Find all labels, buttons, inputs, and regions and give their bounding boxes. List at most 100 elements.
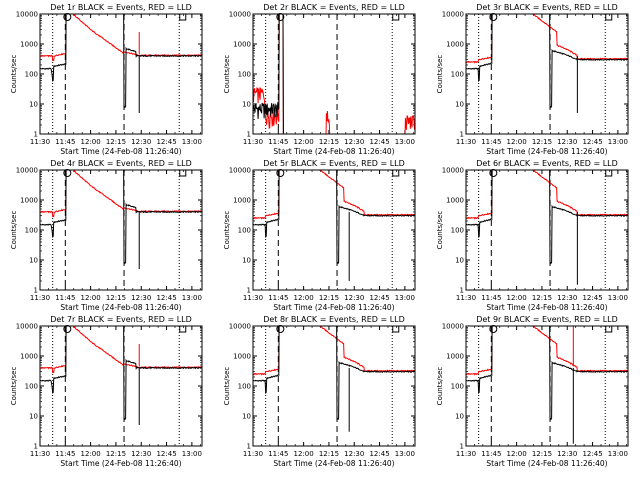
lld-series-line <box>253 326 415 376</box>
x-tick-label: 12:15 <box>319 450 339 458</box>
plot-frame <box>39 325 203 447</box>
y-tick-label: 1000 <box>446 197 464 205</box>
x-tick-label: 12:30 <box>131 450 151 458</box>
y-axis-label: Counts/sec <box>223 367 231 406</box>
x-tick-label: 11:30 <box>456 450 476 458</box>
x-tick-label: 12:00 <box>507 294 527 302</box>
y-tick-label: 1 <box>34 131 38 139</box>
square-marker <box>392 13 400 21</box>
x-tick-label: 12:45 <box>369 138 389 146</box>
x-tick-label: 13:00 <box>182 138 202 146</box>
y-tick-label: 100 <box>25 383 38 391</box>
y-tick-label: 100 <box>238 227 251 235</box>
plot-area <box>40 14 202 134</box>
panel-title: Det 1r BLACK = Events, RED = LLD <box>50 3 192 12</box>
events-series-line <box>466 14 628 109</box>
x-tick-label: 12:45 <box>582 450 602 458</box>
panel-det-2r: Det 2r BLACK = Events, RED = LLD Start Ti… <box>223 3 416 156</box>
x-tick-label: 11:45 <box>55 450 75 458</box>
y-tick-label: 1 <box>34 443 38 451</box>
events-series-line <box>466 170 628 265</box>
panel-det-6r: Det 6r BLACK = Events, RED = LLD Start Ti… <box>436 159 629 312</box>
square-marker <box>605 169 613 177</box>
lld-series-line <box>466 326 628 376</box>
x-tick-label: 12:00 <box>507 450 527 458</box>
x-tick-label: 12:30 <box>557 450 577 458</box>
x-tick-label: 13:00 <box>395 138 415 146</box>
lld-series-line <box>253 170 415 220</box>
panel-det-4r: Det 4r BLACK = Events, RED = LLD Start Ti… <box>10 159 203 312</box>
lld-series-line <box>253 14 415 134</box>
y-tick-label: 1000 <box>20 41 38 49</box>
plot-area <box>253 326 415 446</box>
lld-series-line <box>40 326 202 374</box>
y-tick-label: 1000 <box>446 353 464 361</box>
y-tick-label: 10 <box>29 413 38 421</box>
events-series-line <box>466 326 628 421</box>
x-axis-label: Start Time (24-Feb-08 11:26:40) <box>60 147 181 156</box>
x-tick-label: 12:00 <box>294 294 314 302</box>
x-tick-label: 13:00 <box>608 450 628 458</box>
square-marker <box>392 325 400 333</box>
x-tick-label: 12:00 <box>81 138 101 146</box>
x-tick-label: 12:15 <box>319 294 339 302</box>
x-tick-label: 11:30 <box>30 450 50 458</box>
y-axis-label: Counts/sec <box>436 211 444 250</box>
y-tick-label: 10 <box>455 413 464 421</box>
panel-det-7r: Det 7r BLACK = Events, RED = LLD Start Ti… <box>10 315 203 468</box>
x-tick-label: 11:45 <box>481 138 501 146</box>
x-axis-label: Start Time (24-Feb-08 11:26:40) <box>486 147 607 156</box>
lld-series-line <box>466 170 628 220</box>
x-tick-label: 11:45 <box>268 138 288 146</box>
y-tick-label: 10 <box>242 257 251 265</box>
y-tick-label: 1 <box>247 287 251 295</box>
y-tick-label: 10000 <box>16 323 38 331</box>
x-tick-label: 12:45 <box>156 138 176 146</box>
plot-area <box>253 170 415 290</box>
y-tick-label: 10000 <box>442 11 464 19</box>
x-tick-label: 12:15 <box>319 138 339 146</box>
y-axis-label: Counts/sec <box>10 211 18 250</box>
panel-title: Det 5r BLACK = Events, RED = LLD <box>263 159 405 168</box>
y-tick-label: 1000 <box>20 197 38 205</box>
y-tick-label: 100 <box>238 383 251 391</box>
y-tick-label: 10000 <box>229 323 251 331</box>
x-tick-label: 12:15 <box>106 294 126 302</box>
panel-det-3r: Det 3r BLACK = Events, RED = LLD Start Ti… <box>436 3 629 156</box>
panel-title: Det 8r BLACK = Events, RED = LLD <box>263 315 405 324</box>
y-tick-label: 1000 <box>233 41 251 49</box>
y-axis-label: Counts/sec <box>223 211 231 250</box>
x-tick-label: 13:00 <box>182 450 202 458</box>
y-tick-label: 100 <box>451 383 464 391</box>
plot-frame <box>39 169 203 291</box>
x-axis-label: Start Time (24-Feb-08 11:26:40) <box>273 459 394 468</box>
plot-area <box>40 170 202 290</box>
y-tick-label: 1 <box>460 287 464 295</box>
x-tick-label: 11:30 <box>243 138 263 146</box>
y-tick-label: 10000 <box>442 323 464 331</box>
lld-series-line <box>466 14 628 64</box>
y-tick-label: 1000 <box>233 197 251 205</box>
plot-frame <box>39 13 203 135</box>
x-tick-label: 12:30 <box>557 138 577 146</box>
y-tick-label: 10000 <box>16 11 38 19</box>
y-tick-label: 10 <box>29 101 38 109</box>
x-tick-label: 12:30 <box>557 294 577 302</box>
panel-det-5r: Det 5r BLACK = Events, RED = LLD Start Ti… <box>223 159 416 312</box>
y-tick-label: 10 <box>455 101 464 109</box>
x-axis-label: Start Time (24-Feb-08 11:26:40) <box>486 303 607 312</box>
x-tick-label: 11:30 <box>30 138 50 146</box>
y-tick-label: 1 <box>247 443 251 451</box>
x-tick-label: 12:00 <box>294 138 314 146</box>
y-axis-label: Counts/sec <box>436 55 444 94</box>
x-tick-label: 12:15 <box>532 294 552 302</box>
lld-series-line <box>40 170 202 218</box>
plot-area <box>466 326 628 446</box>
x-tick-label: 13:00 <box>395 450 415 458</box>
panel-title: Det 2r BLACK = Events, RED = LLD <box>263 3 405 12</box>
y-tick-label: 10 <box>455 257 464 265</box>
y-tick-label: 10 <box>242 101 251 109</box>
plot-frame <box>465 325 629 447</box>
x-tick-label: 12:00 <box>294 450 314 458</box>
